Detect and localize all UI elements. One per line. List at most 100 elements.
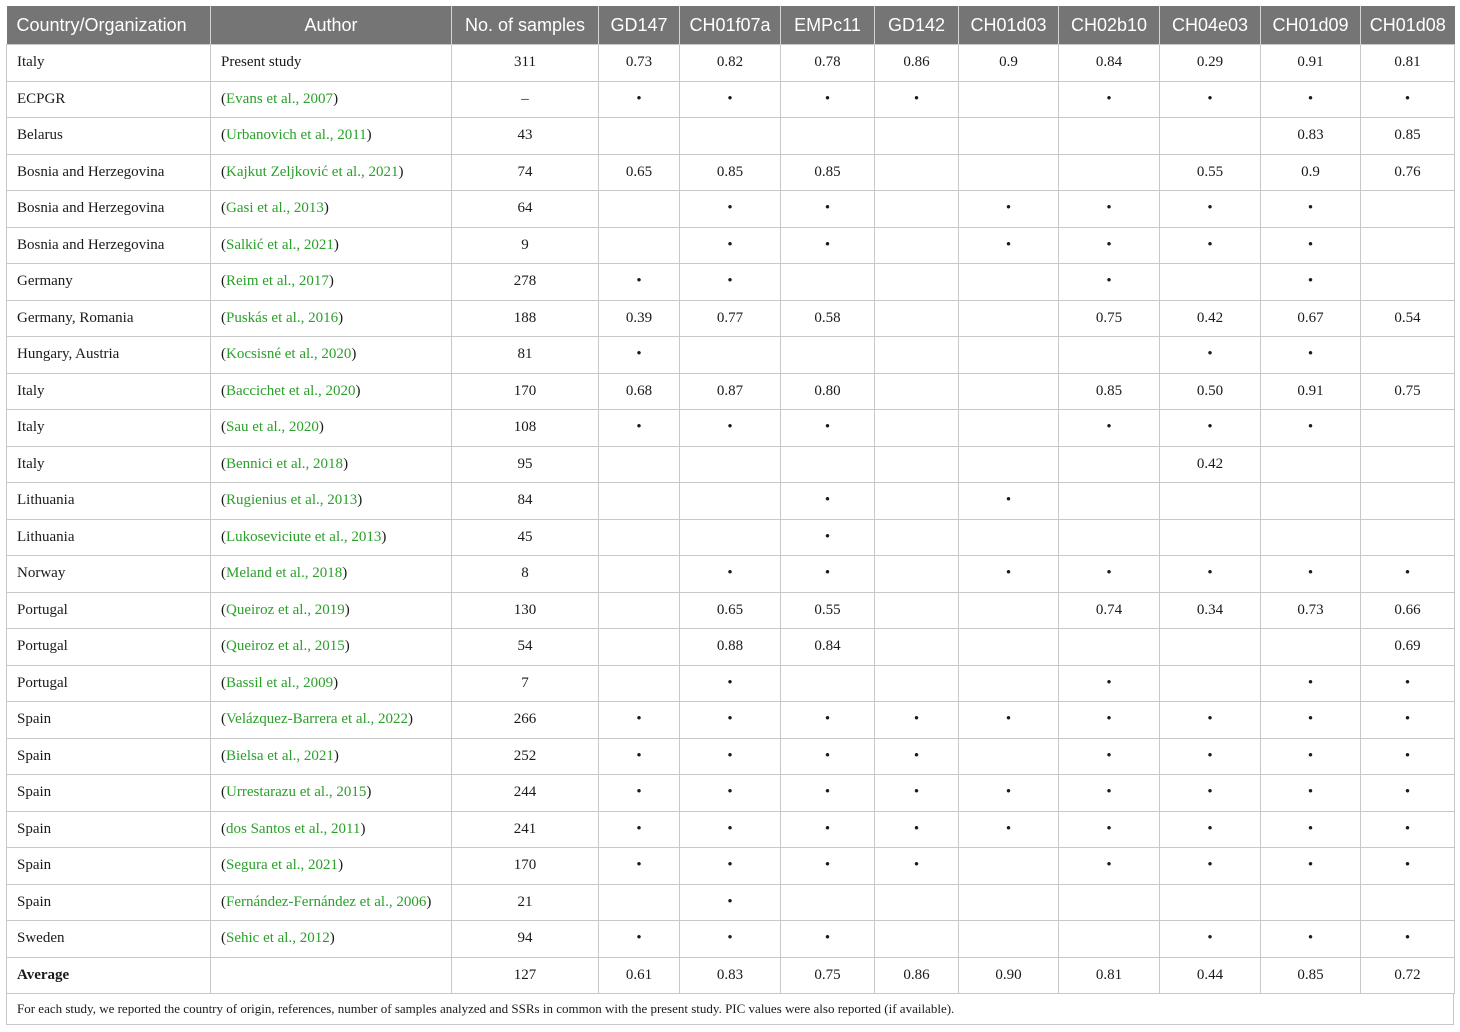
reference-close-paren: )	[344, 601, 350, 618]
pic-value-cell	[1260, 445, 1361, 483]
reference-link[interactable]: Urbanovich et al., 2011	[226, 127, 367, 144]
pic-value-cell: •	[598, 847, 680, 885]
table-row: Bosnia and Herzegovina (Gasi et al., 2013…	[6, 190, 1455, 228]
pic-value-cell: 0.50	[1159, 372, 1261, 410]
pic-value-cell: 0.65	[598, 153, 680, 191]
pic-value-cell: •	[958, 555, 1059, 593]
pic-value-cell	[598, 117, 680, 155]
pic-value-cell: 0.78	[780, 44, 875, 82]
reference-link[interactable]: Reim et al., 2017	[226, 273, 329, 290]
pic-value-cell: •	[1260, 847, 1361, 885]
pic-value-cell: •	[679, 810, 781, 848]
pic-value-cell: •	[874, 80, 959, 118]
reference-link[interactable]: Baccichet et al., 2020	[226, 382, 356, 399]
samples-cell: 84	[451, 482, 599, 520]
reference-link[interactable]: Kajkut Zeljković et al., 2021	[226, 163, 399, 180]
header-author: Author	[210, 6, 452, 45]
pic-value-cell	[598, 482, 680, 520]
pic-value-cell: •	[1159, 920, 1261, 958]
reference-link[interactable]: Puskás et al., 2016	[226, 309, 339, 326]
pic-value-cell	[679, 482, 781, 520]
reference-link[interactable]: Bielsa et al., 2021	[226, 747, 334, 764]
reference-link[interactable]: Salkić et al., 2021	[226, 236, 334, 253]
reference-link[interactable]: Fernández-Fernández et al., 2006	[226, 893, 427, 910]
reference-link[interactable]: Segura et al., 2021	[226, 857, 339, 874]
author-cell: (Kajkut Zeljković et al., 2021)	[210, 153, 452, 191]
reference-link[interactable]: Velázquez-Barrera et al., 2022	[226, 711, 408, 728]
reference-open-paren: (	[221, 893, 226, 910]
header-empc11: EMPc11	[780, 6, 875, 45]
pic-value-cell	[958, 117, 1059, 155]
pic-value-cell	[958, 372, 1059, 410]
reference-link[interactable]: Queiroz et al., 2015	[226, 638, 345, 655]
country-cell: ECPGR	[6, 80, 211, 118]
pic-value-cell	[874, 263, 959, 301]
reference-link[interactable]: Gasi et al., 2013	[226, 200, 324, 217]
author-cell: (Lukoseviciute et al., 2013)	[210, 518, 452, 556]
pic-value-cell: •	[1159, 80, 1261, 118]
pic-value-cell	[958, 409, 1059, 447]
pic-value-cell: 0.82	[679, 44, 781, 82]
reference-close-paren: )	[355, 382, 361, 399]
pic-value-cell	[598, 445, 680, 483]
reference-open-paren: (	[221, 492, 226, 509]
average-pic-cell: 0.61	[598, 956, 680, 994]
pic-value-cell: •	[1260, 336, 1361, 374]
samples-cell: 54	[451, 628, 599, 666]
reference-close-paren: )	[338, 309, 344, 326]
reference-link[interactable]: Queiroz et al., 2019	[226, 601, 345, 618]
author-cell: (Sau et al., 2020)	[210, 409, 452, 447]
reference-link[interactable]: dos Santos et al., 2011	[226, 820, 361, 837]
reference-open-paren: (	[221, 309, 226, 326]
samples-cell: 95	[451, 445, 599, 483]
reference-link[interactable]: Kocsisné et al., 2020	[226, 346, 352, 363]
pic-value-cell: 0.65	[679, 591, 781, 629]
table-row: Portugal (Queiroz et al., 2019) 130 0.65 0.5…	[6, 591, 1455, 629]
reference-close-paren: )	[426, 893, 432, 910]
header-ch01d03: CH01d03	[958, 6, 1059, 45]
pic-value-cell: •	[1260, 263, 1361, 301]
reference-link[interactable]: Sehic et al., 2012	[226, 930, 330, 947]
reference-link[interactable]: Sau et al., 2020	[226, 419, 319, 436]
pic-value-cell: •	[1058, 80, 1160, 118]
reference-link[interactable]: Evans et al., 2007	[226, 90, 334, 107]
country-cell: Bosnia and Herzegovina	[6, 226, 211, 264]
reference-open-paren: (	[221, 784, 226, 801]
pic-value-cell	[1058, 445, 1160, 483]
pic-value-cell: •	[958, 701, 1059, 739]
country-cell: Bosnia and Herzegovina	[6, 153, 211, 191]
pic-value-cell	[958, 80, 1059, 118]
table-row: Italy (Baccichet et al., 2020) 170 0.68 0.87…	[6, 372, 1455, 410]
reference-link[interactable]: Urrestarazu et al., 2015	[226, 784, 367, 801]
reference-link[interactable]: Lukoseviciute et al., 2013	[226, 528, 382, 545]
pic-value-cell: •	[780, 226, 875, 264]
author-cell: (Baccichet et al., 2020)	[210, 372, 452, 410]
author-cell: (Meland et al., 2018)	[210, 555, 452, 593]
pic-value-cell	[1360, 518, 1455, 556]
pic-value-cell: •	[679, 263, 781, 301]
table-row: Portugal (Bassil et al., 2009) 7 • • • •	[6, 664, 1455, 702]
author-cell: (Urbanovich et al., 2011)	[210, 117, 452, 155]
country-cell: Italy	[6, 372, 211, 410]
reference-link[interactable]: Bassil et al., 2009	[226, 674, 334, 691]
reference-link[interactable]: Bennici et al., 2018	[226, 455, 344, 472]
pic-value-cell: •	[598, 409, 680, 447]
pic-value-cell: •	[1058, 774, 1160, 812]
pic-value-cell: •	[1360, 555, 1455, 593]
pic-value-cell	[679, 336, 781, 374]
pic-value-cell: 0.85	[780, 153, 875, 191]
pic-value-cell	[874, 372, 959, 410]
samples-cell: 43	[451, 117, 599, 155]
reference-close-paren: )	[329, 930, 335, 947]
pic-value-cell: •	[1058, 664, 1160, 702]
reference-close-paren: )	[333, 236, 339, 253]
pic-value-cell: •	[780, 810, 875, 848]
reference-link[interactable]: Rugienius et al., 2013	[226, 492, 358, 509]
samples-cell: 45	[451, 518, 599, 556]
pic-value-cell: •	[1058, 847, 1160, 885]
reference-link[interactable]: Meland et al., 2018	[226, 565, 343, 582]
author-cell: (Velázquez-Barrera et al., 2022)	[210, 701, 452, 739]
reference-open-paren: (	[221, 857, 226, 874]
table-row: Italy (Sau et al., 2020) 108 • • • • • •	[6, 409, 1455, 447]
reference-open-paren: (	[221, 638, 226, 655]
